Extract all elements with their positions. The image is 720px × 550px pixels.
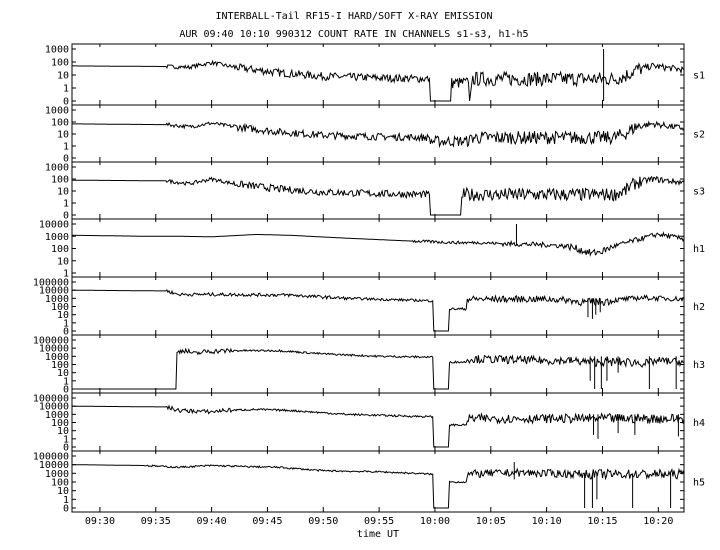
ytick-label-h3-2: 1000 xyxy=(45,352,69,363)
ytick-label-h4-3: 100 xyxy=(51,418,69,429)
ytick-label-h2-1: 10000 xyxy=(39,286,69,297)
panels: 10001001010s110001001010s210001001010s31… xyxy=(33,43,705,515)
panel-frame-h4 xyxy=(71,392,685,452)
ytick-label-h3-5: 1 xyxy=(63,376,69,387)
ytick-label-h5-3: 100 xyxy=(51,478,69,489)
trace-h4 xyxy=(72,404,685,448)
ytick-label-s3-0: 1000 xyxy=(45,163,69,174)
ytick-label-s1-0: 1000 xyxy=(45,45,69,56)
ytick-label-h5-0: 100000 xyxy=(33,452,69,463)
ytick-label-s3-3: 1 xyxy=(63,199,69,210)
ytick-label-h4-6: 0 xyxy=(63,443,69,454)
xtick-label-3: 09:45 xyxy=(252,516,282,527)
ytick-label-s2-0: 1000 xyxy=(45,106,69,117)
panel-frame-h3 xyxy=(71,334,685,394)
ytick-label-h4-4: 10 xyxy=(57,426,69,437)
trace-h3 xyxy=(72,347,685,390)
ytick-label-h3-4: 10 xyxy=(57,368,69,379)
channel-label-s2: s2 xyxy=(693,130,705,141)
ytick-label-s3-2: 10 xyxy=(57,187,69,198)
x-axis-label: time UT xyxy=(357,529,399,540)
ytick-label-h5-4: 10 xyxy=(57,486,69,497)
ytick-label-s2-2: 10 xyxy=(57,130,69,141)
ytick-label-s3-1: 100 xyxy=(51,175,69,186)
panel-frame-s1 xyxy=(71,43,685,106)
xtick-label-9: 10:15 xyxy=(587,516,617,527)
channel-label-h5: h5 xyxy=(693,478,705,489)
ytick-label-h3-1: 10000 xyxy=(39,344,69,355)
trace-h1 xyxy=(72,231,685,257)
ytick-label-h1-1: 1000 xyxy=(45,232,69,243)
ytick-label-h4-5: 1 xyxy=(63,434,69,445)
ytick-label-s2-4: 0 xyxy=(63,154,69,165)
ytick-label-h1-2: 100 xyxy=(51,244,69,255)
ytick-label-h1-4: 1 xyxy=(63,269,69,280)
channel-label-s1: s1 xyxy=(693,71,705,82)
xtick-label-6: 10:00 xyxy=(420,516,450,527)
ytick-label-h3-3: 100 xyxy=(51,360,69,371)
ytick-label-h2-0: 100000 xyxy=(33,278,69,289)
trace-s1 xyxy=(72,59,685,102)
channel-label-s3: s3 xyxy=(693,187,705,198)
channel-label-h2: h2 xyxy=(693,302,705,313)
ytick-label-s1-2: 10 xyxy=(57,71,69,82)
ytick-label-h2-3: 100 xyxy=(51,302,69,313)
ytick-label-s1-1: 100 xyxy=(51,58,69,69)
channel-label-h3: h3 xyxy=(693,360,705,371)
xtick-label-7: 10:05 xyxy=(476,516,506,527)
ytick-label-h3-6: 0 xyxy=(63,385,69,396)
ytick-label-s3-4: 0 xyxy=(63,211,69,222)
xtick-label-0: 09:30 xyxy=(85,516,115,527)
ytick-label-h4-1: 10000 xyxy=(39,402,69,413)
xtick-label-2: 09:40 xyxy=(197,516,227,527)
ytick-label-h5-2: 1000 xyxy=(45,469,69,480)
ytick-label-s1-4: 0 xyxy=(63,97,69,108)
ytick-label-h1-0: 10000 xyxy=(39,220,69,231)
ytick-label-s2-1: 100 xyxy=(51,118,69,129)
x-axis: 09:30 09:35 09:40 09:45 09:50 09:55 10:00 10:05… xyxy=(85,516,674,527)
ytick-label-h5-5: 1 xyxy=(63,495,69,506)
ytick-label-h4-0: 100000 xyxy=(33,394,69,405)
ytick-label-h4-2: 1000 xyxy=(45,410,69,421)
ytick-label-s1-3: 1 xyxy=(63,84,69,95)
trace-s3 xyxy=(72,175,685,216)
ytick-label-h5-1: 10000 xyxy=(39,460,69,471)
ytick-label-s2-3: 1 xyxy=(63,142,69,153)
xtick-label-8: 10:10 xyxy=(532,516,562,527)
xtick-label-5: 09:55 xyxy=(364,516,394,527)
chart-subtitle: AUR 09:40 10:10 990312 COUNT RATE IN CHA… xyxy=(179,29,528,40)
channel-label-h4: h4 xyxy=(693,418,705,429)
chart-title: INTERBALL-Tail RF15-I HARD/SOFT X-RAY EM… xyxy=(216,11,493,22)
xtick-label-10: 10:20 xyxy=(643,516,673,527)
trace-h2 xyxy=(72,289,685,332)
xtick-label-1: 09:35 xyxy=(141,516,171,527)
ytick-label-h2-5: 1 xyxy=(63,318,69,329)
ytick-label-h1-3: 10 xyxy=(57,256,69,267)
ytick-label-h3-0: 100000 xyxy=(33,336,69,347)
ytick-label-h2-4: 10 xyxy=(57,310,69,321)
ytick-label-h2-6: 0 xyxy=(63,327,69,338)
channel-label-h1: h1 xyxy=(693,244,705,255)
panel-frame-h1 xyxy=(71,218,685,278)
ytick-label-h2-2: 1000 xyxy=(45,294,69,305)
xtick-label-4: 09:50 xyxy=(308,516,338,527)
ytick-label-h5-6: 0 xyxy=(63,504,69,515)
trace-s2 xyxy=(72,120,685,149)
